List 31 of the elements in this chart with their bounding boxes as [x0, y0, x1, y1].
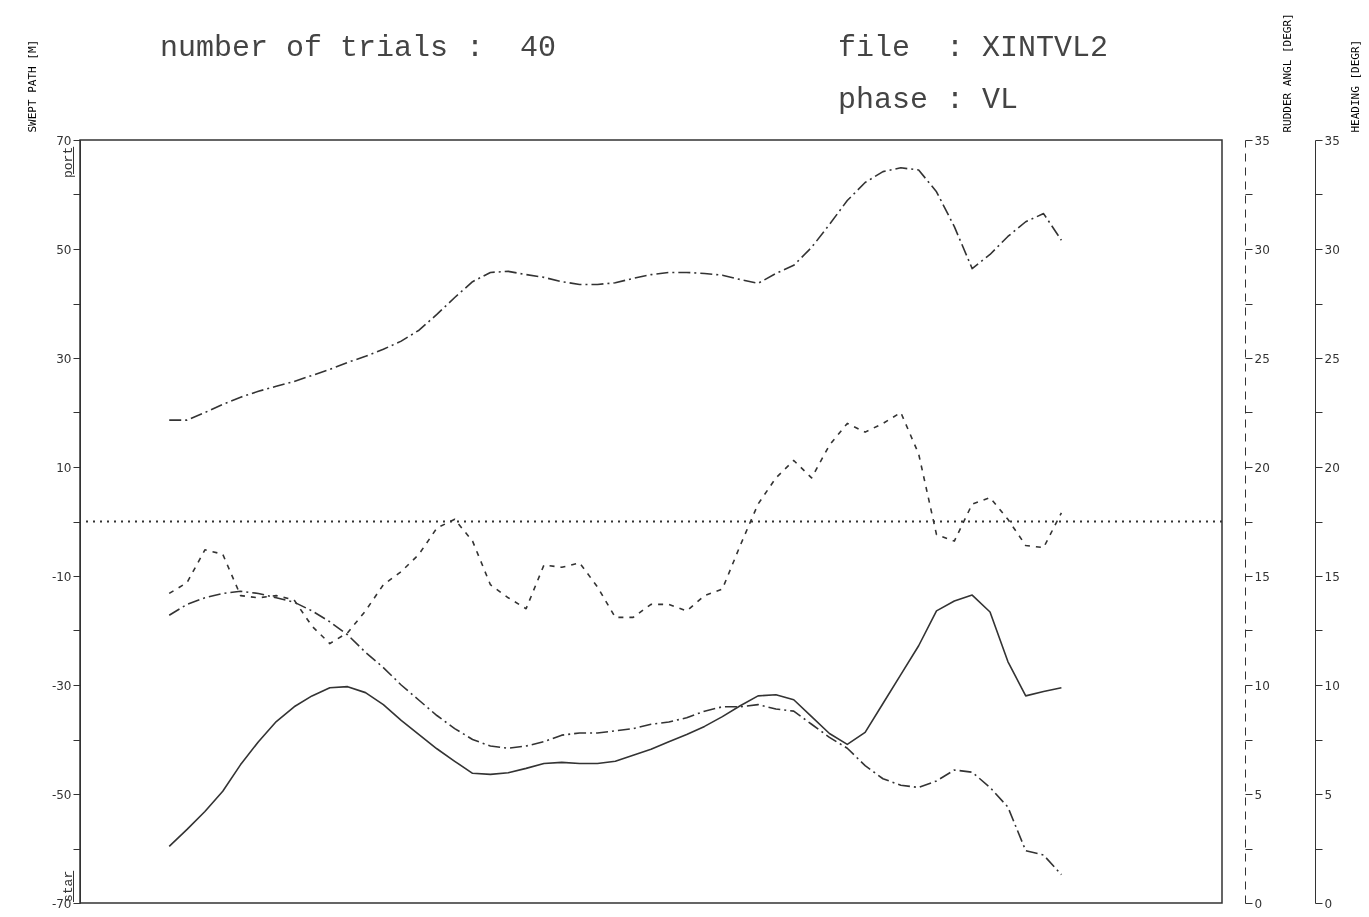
- y3-tick-label: 35: [1324, 133, 1340, 148]
- y-tick-label: 70: [56, 133, 72, 148]
- y3-tick-label: 5: [1324, 787, 1333, 802]
- text: phase : VL: [838, 83, 1019, 117]
- y3-tick-label: 30: [1324, 242, 1340, 257]
- y2-tick-label: 5: [1254, 787, 1263, 802]
- y2-tick-label: 30: [1254, 242, 1270, 257]
- y-tick-label: -50: [51, 787, 72, 802]
- y3-axis-title: HEADING [DEGR]: [1348, 39, 1362, 133]
- text: port: [61, 146, 76, 178]
- y-tick-label: -10: [51, 569, 72, 584]
- y3-tick-label: 15: [1324, 569, 1340, 584]
- y2-tick-label: 35: [1254, 133, 1270, 148]
- line-series: [168, 167, 1063, 421]
- text: file : XINTVL2: [838, 31, 1109, 65]
- y-tick-label: -30: [51, 678, 72, 693]
- y3-tick-label: 25: [1324, 351, 1340, 366]
- y3-tick-label: 20: [1324, 460, 1340, 475]
- chart-title: number of trials : 40: [160, 31, 557, 65]
- y2-tick-label: 15: [1254, 569, 1270, 584]
- y2-tick-label: 25: [1254, 351, 1270, 366]
- y-axis-title: SWEPT PATH [M]: [25, 39, 39, 133]
- y-tick-label: 10: [56, 460, 72, 475]
- y-tick-label: 30: [56, 351, 72, 366]
- y2-tick-label: 10: [1254, 678, 1270, 693]
- y3-tick-label: 0: [1324, 896, 1333, 911]
- y3-tick-label: 10: [1324, 678, 1340, 693]
- y-tick-label: 50: [56, 242, 72, 257]
- y2-axis-title: RUDDER ANGL [DEGR]: [1280, 13, 1294, 133]
- y2-tick-label: 20: [1254, 460, 1270, 475]
- y2-tick-label: 0: [1254, 896, 1263, 911]
